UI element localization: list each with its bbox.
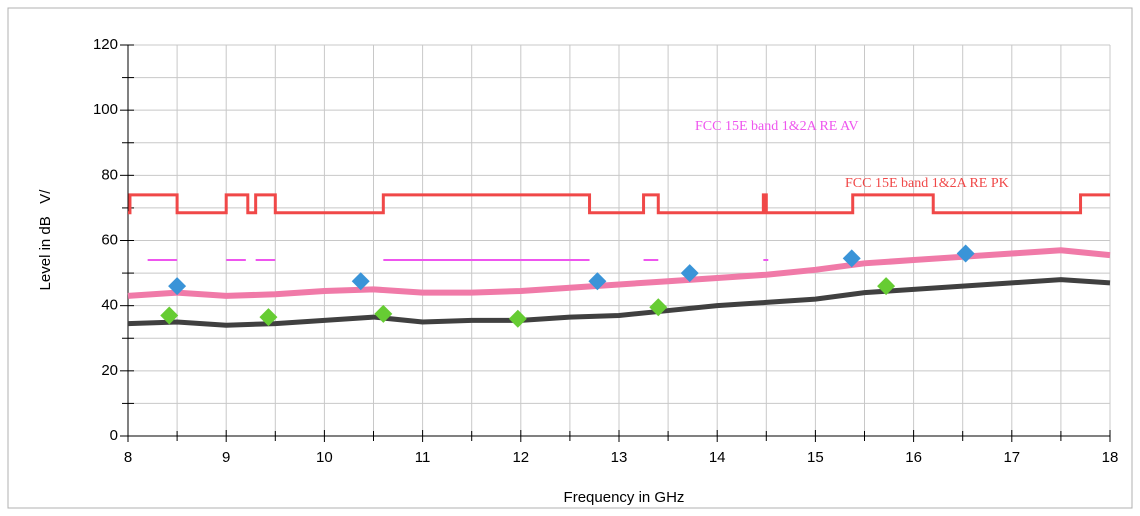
- x-tick-label: 8: [124, 449, 132, 466]
- x-tick-label: 14: [709, 449, 726, 466]
- annotation: FCC 15E band 1&2A RE PK: [845, 176, 1009, 191]
- series-line: [127, 277, 1111, 328]
- y-axis-label: Level in dB V/: [37, 189, 54, 291]
- marker: [649, 298, 668, 317]
- marker: [956, 244, 975, 263]
- x-tick-label: 16: [905, 449, 922, 466]
- marker: [877, 277, 896, 296]
- x-tick-label: 9: [222, 449, 230, 466]
- marker: [168, 277, 187, 296]
- y-tick-label: 20: [101, 362, 118, 379]
- marker: [588, 272, 607, 291]
- x-tick-label: 13: [611, 449, 628, 466]
- marker: [508, 309, 527, 328]
- y-tick-label: 100: [93, 101, 118, 118]
- series-line: [127, 247, 1111, 299]
- y-tick-label: 0: [110, 427, 118, 444]
- marker: [374, 304, 393, 323]
- y-tick-label: 120: [93, 36, 118, 53]
- marker: [259, 308, 278, 327]
- series-line: [128, 193, 1110, 215]
- x-tick-label: 17: [1003, 449, 1020, 466]
- marker: [351, 272, 370, 291]
- y-tick-label: 40: [101, 297, 118, 314]
- y-tick-label: 60: [101, 231, 118, 248]
- x-tick-label: 10: [316, 449, 333, 466]
- x-tick-label: 11: [415, 449, 431, 466]
- annotation: FCC 15E band 1&2A RE AV: [695, 119, 859, 134]
- marker: [842, 249, 861, 268]
- marker: [680, 264, 699, 283]
- x-axis-label: Frequency in GHz: [564, 489, 685, 506]
- marker: [160, 306, 179, 325]
- x-tick-label: 12: [512, 449, 529, 466]
- x-tick-label: 15: [807, 449, 824, 466]
- x-tick-label: 18: [1102, 449, 1119, 466]
- y-tick-label: 80: [101, 166, 118, 183]
